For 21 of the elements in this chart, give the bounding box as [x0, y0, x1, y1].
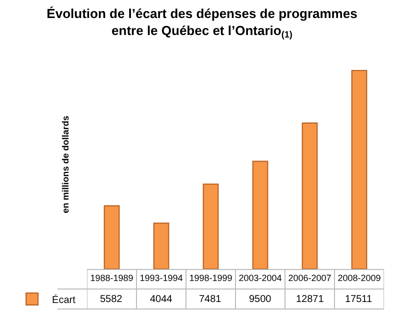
- bar: [153, 222, 170, 269]
- x-tick-label: 2006-2007: [288, 272, 332, 283]
- data-label: 7481: [199, 294, 222, 305]
- x-tick-label: 1998-1999: [189, 272, 232, 283]
- legend-label: Écart: [52, 294, 76, 306]
- data-label: 5582: [100, 294, 123, 305]
- y-axis-title: en millions de dollards: [60, 116, 70, 214]
- bar: [351, 70, 368, 269]
- data-label: 12871: [296, 294, 324, 305]
- bar: [202, 184, 219, 269]
- x-tick-label: 2003-2004: [238, 272, 282, 283]
- bar: [302, 122, 318, 269]
- x-tick-label: 2008-2009: [338, 272, 381, 283]
- x-tick-label: 1993-1994: [140, 272, 183, 283]
- data-label: 4044: [150, 294, 173, 305]
- x-tick-label: 1988-1989: [90, 272, 134, 283]
- chart-title: Évolution de l’écart des dépenses de programmes entre le Québec et l’Ontario$_{(1)}$: [46, 6, 358, 40]
- data-label: 9500: [249, 294, 272, 305]
- bar: [104, 205, 120, 269]
- bar: [252, 160, 268, 269]
- data-label: 17511: [345, 294, 373, 305]
